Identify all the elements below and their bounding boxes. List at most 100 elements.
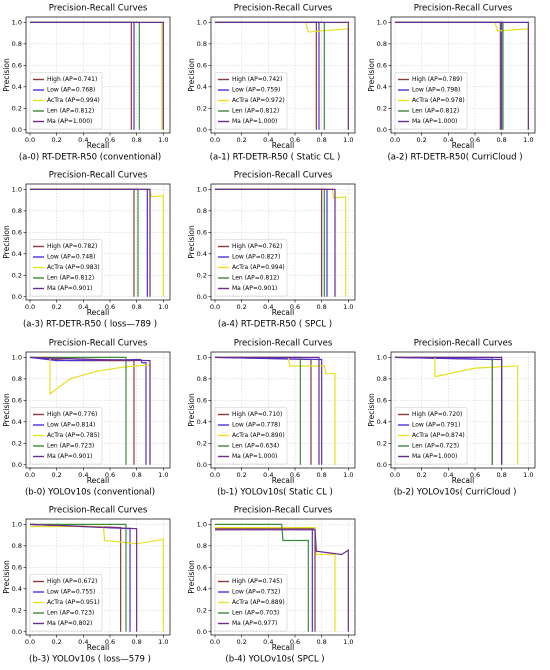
- y-tick-label: 0.4: [12, 83, 22, 91]
- y-axis-label: Precision: [187, 560, 196, 594]
- caption: (b-4) YOLOv10s( SPCL ): [225, 655, 324, 665]
- legend-label: AcTra (AP=0.785): [47, 432, 100, 439]
- y-tick-label: 0.2: [197, 606, 207, 614]
- x-tick-label: 0.6: [105, 638, 115, 646]
- y-tick-label: 0.2: [12, 271, 22, 279]
- y-tick-label: 1.0: [197, 18, 207, 26]
- legend-label: High (AP=0.720): [412, 411, 462, 418]
- pr-curve: [29, 523, 138, 632]
- y-tick-label: 1.0: [12, 18, 22, 26]
- legend-label: Len (AP=0.703): [232, 610, 279, 617]
- x-tick-label: 0.6: [290, 136, 300, 144]
- x-tick-label: 1.0: [343, 136, 353, 144]
- legend-box: [29, 72, 103, 130]
- legend-label: High (AP=0.776): [47, 411, 97, 418]
- x-tick-label: 0.0: [390, 471, 400, 479]
- y-tick-label: 1.0: [377, 18, 387, 26]
- legend-label: Low (AP=0.798): [412, 87, 460, 94]
- legend-label: Len (AP=0.812): [47, 108, 94, 115]
- legend-box: [29, 574, 103, 632]
- chart-title: Precision-Recall Curves: [234, 171, 333, 181]
- y-tick-label: 0.8: [197, 375, 207, 383]
- y-tick-label: 0.2: [12, 606, 22, 614]
- y-tick-label: 0.4: [197, 250, 207, 258]
- y-tick-label: 0.8: [197, 207, 207, 215]
- legend-label: Len (AP=0.812): [47, 275, 94, 282]
- y-tick-label: 0.2: [197, 104, 207, 112]
- x-tick-label: 0.0: [210, 303, 220, 311]
- y-tick-label: 0.8: [197, 40, 207, 48]
- legend-label: Low (AP=0.759): [232, 87, 280, 94]
- legend-label: Ma (AP=1.000): [412, 118, 457, 125]
- y-tick-label: 0.6: [12, 396, 22, 404]
- x-tick-label: 0.8: [496, 471, 506, 479]
- legend-label: Low (AP=0.791): [412, 422, 460, 429]
- legend-label: AcTra (AP=0.994): [47, 97, 100, 104]
- x-tick-label: 1.0: [523, 471, 533, 479]
- caption: (b-1) YOLOv10s( Static CL ): [217, 488, 333, 498]
- y-tick-label: 0.4: [377, 83, 387, 91]
- legend-label: AcTra (AP=0.889): [232, 599, 285, 606]
- y-tick-label: 0.0: [12, 461, 22, 469]
- y-tick-label: 1.0: [197, 185, 207, 193]
- legend-label: AcTra (AP=0.994): [232, 264, 285, 271]
- legend-box: [214, 239, 288, 297]
- legend-label: Low (AP=0.827): [232, 254, 280, 261]
- x-tick-label: 0.4: [443, 471, 453, 479]
- legend-box: [29, 239, 103, 297]
- legend-label: High (AP=0.672): [47, 578, 97, 585]
- x-tick-label: 0.4: [263, 638, 273, 646]
- x-axis-label: Recall: [272, 308, 294, 317]
- y-tick-label: 0.4: [197, 83, 207, 91]
- x-tick-label: 1.0: [158, 136, 168, 144]
- legend-label: Ma (AP=0.901): [47, 285, 92, 292]
- x-tick-label: 0.4: [78, 471, 88, 479]
- legend-label: Low (AP=0.814): [47, 422, 95, 429]
- plot-frame: [25, 351, 171, 469]
- y-axis-label: Precision: [367, 393, 376, 427]
- subplot: Precision-Recall Curves 0.0 0.2 0.4 0.6 0.8 1.…: [367, 4, 536, 163]
- y-tick-label: 0.8: [377, 40, 387, 48]
- pr-curve: [29, 356, 147, 465]
- y-tick-label: 0.0: [197, 628, 207, 636]
- x-tick-label: 0.0: [25, 471, 35, 479]
- x-tick-label: 0.0: [25, 638, 35, 646]
- chart-title: Precision-Recall Curves: [49, 506, 148, 516]
- y-axis-label: Precision: [2, 560, 11, 594]
- y-tick-label: 0.2: [12, 104, 22, 112]
- plot-frame: [210, 183, 356, 301]
- x-axis-label: Recall: [87, 476, 109, 485]
- y-tick-label: 0.6: [197, 396, 207, 404]
- x-tick-label: 0.0: [25, 303, 35, 311]
- x-tick-label: 0.4: [78, 303, 88, 311]
- legend-label: AcTra (AP=0.890): [232, 432, 285, 439]
- x-axis-label: Recall: [87, 141, 109, 150]
- legend-label: Low (AP=0.778): [232, 422, 280, 429]
- y-tick-label: 0.2: [377, 439, 387, 447]
- x-tick-label: 0.8: [131, 303, 141, 311]
- x-tick-label: 0.2: [51, 136, 61, 144]
- y-axis-label: Precision: [367, 58, 376, 92]
- x-tick-label: 0.2: [236, 136, 246, 144]
- subplot: Precision-Recall Curves 0.0 0.2 0.4 0.6 0.8 1.…: [187, 4, 356, 163]
- x-axis-label: Recall: [87, 643, 109, 652]
- x-tick-label: 0.2: [236, 638, 246, 646]
- pr-curve: [29, 356, 151, 465]
- y-tick-label: 0.8: [12, 40, 22, 48]
- y-tick-label: 0.6: [197, 228, 207, 236]
- x-tick-label: 0.8: [316, 136, 326, 144]
- x-tick-label: 0.8: [131, 638, 141, 646]
- subplot: Precision-Recall Curves 0.0 0.2 0.4 0.6 0.8 1.…: [187, 506, 356, 665]
- x-tick-label: 0.6: [290, 471, 300, 479]
- y-tick-label: 0.2: [197, 271, 207, 279]
- y-tick-label: 0.4: [12, 585, 22, 593]
- x-tick-label: 0.0: [25, 136, 35, 144]
- x-tick-label: 1.0: [523, 136, 533, 144]
- x-tick-label: 0.4: [443, 136, 453, 144]
- legend-label: High (AP=0.741): [47, 76, 97, 83]
- y-tick-label: 0.6: [12, 61, 22, 69]
- x-tick-label: 0.6: [105, 303, 115, 311]
- x-tick-label: 0.2: [51, 303, 61, 311]
- legend-label: AcTra (AP=0.951): [47, 599, 100, 606]
- x-tick-label: 0.6: [290, 638, 300, 646]
